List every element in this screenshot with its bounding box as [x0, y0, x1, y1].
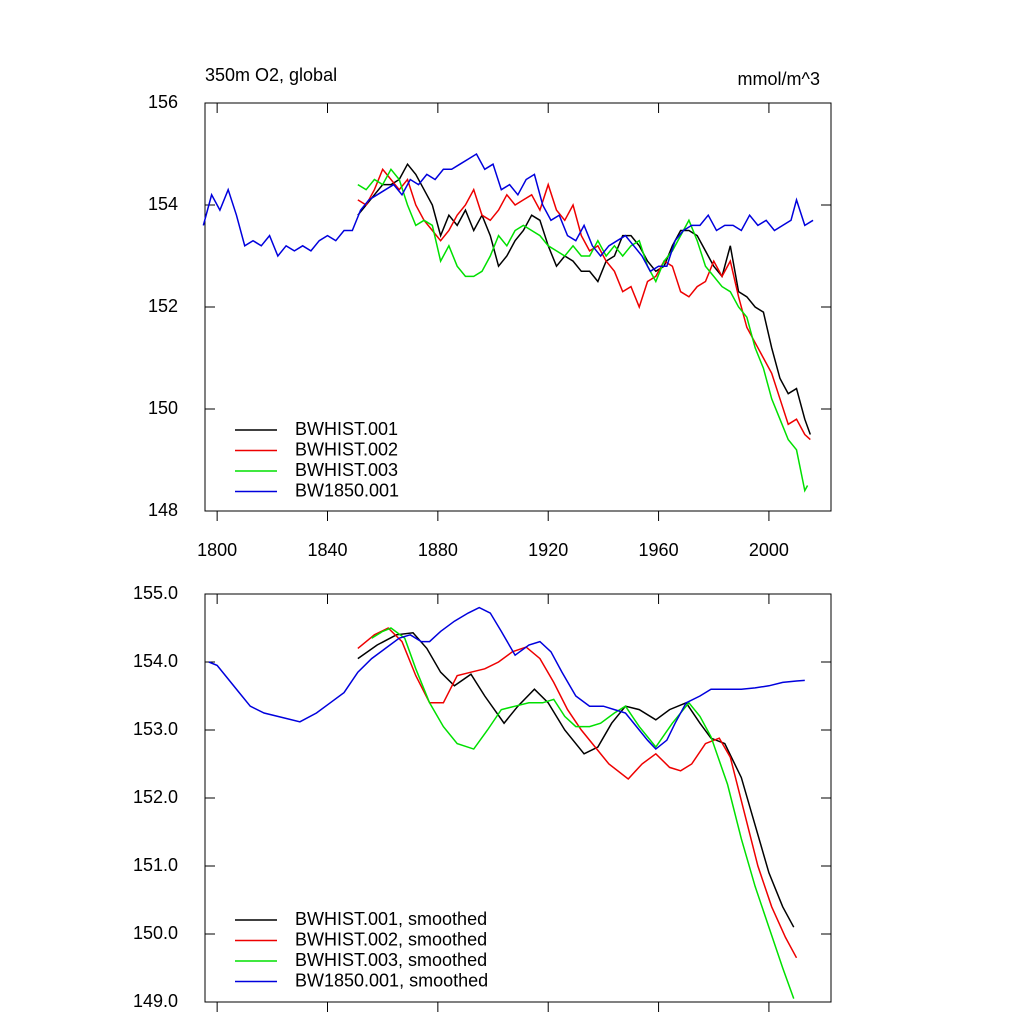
legend-label: BWHIST.002	[295, 439, 398, 459]
legend-label: BW1850.001	[295, 480, 399, 500]
x-tick-label: 2000	[749, 540, 789, 560]
y-tick-label: 152.0	[133, 787, 178, 807]
y-tick-label: 150	[148, 398, 178, 418]
y-tick-label: 156	[148, 92, 178, 112]
x-tick-label: 1960	[639, 540, 679, 560]
legend-label: BWHIST.001	[295, 419, 398, 439]
y-tick-label: 149.0	[133, 991, 178, 1011]
data-line	[202, 152, 814, 273]
y-tick-label: 152	[148, 296, 178, 316]
legend-label: BW1850.001, smoothed	[295, 970, 488, 990]
legend-label: BWHIST.002, smoothed	[295, 929, 487, 949]
data-line	[357, 627, 798, 959]
legend-label: BWHIST.001, smoothed	[295, 909, 487, 929]
data-line	[357, 167, 811, 441]
x-tick-label: 1840	[307, 540, 347, 560]
y-tick-label: 151.0	[133, 855, 178, 875]
data-line	[357, 167, 809, 493]
y-tick-label: 148	[148, 500, 178, 520]
legend-label: BWHIST.003, smoothed	[295, 950, 487, 970]
data-line	[357, 631, 795, 928]
chart-title: 350m O2, global	[205, 65, 337, 85]
y-tick-label: 154.0	[133, 651, 178, 671]
data-line	[371, 627, 795, 999]
y-tick-label: 154	[148, 194, 178, 214]
legend-label: BWHIST.003	[295, 460, 398, 480]
x-tick-label: 1920	[528, 540, 568, 560]
y-tick-label: 150.0	[133, 923, 178, 943]
x-tick-label: 1880	[418, 540, 458, 560]
y-tick-label: 155.0	[133, 583, 178, 603]
y-tick-label: 153.0	[133, 719, 178, 739]
units-label: mmol/m^3	[738, 69, 820, 89]
data-line	[208, 606, 805, 751]
x-tick-label: 1800	[197, 540, 237, 560]
data-line	[357, 162, 812, 435]
